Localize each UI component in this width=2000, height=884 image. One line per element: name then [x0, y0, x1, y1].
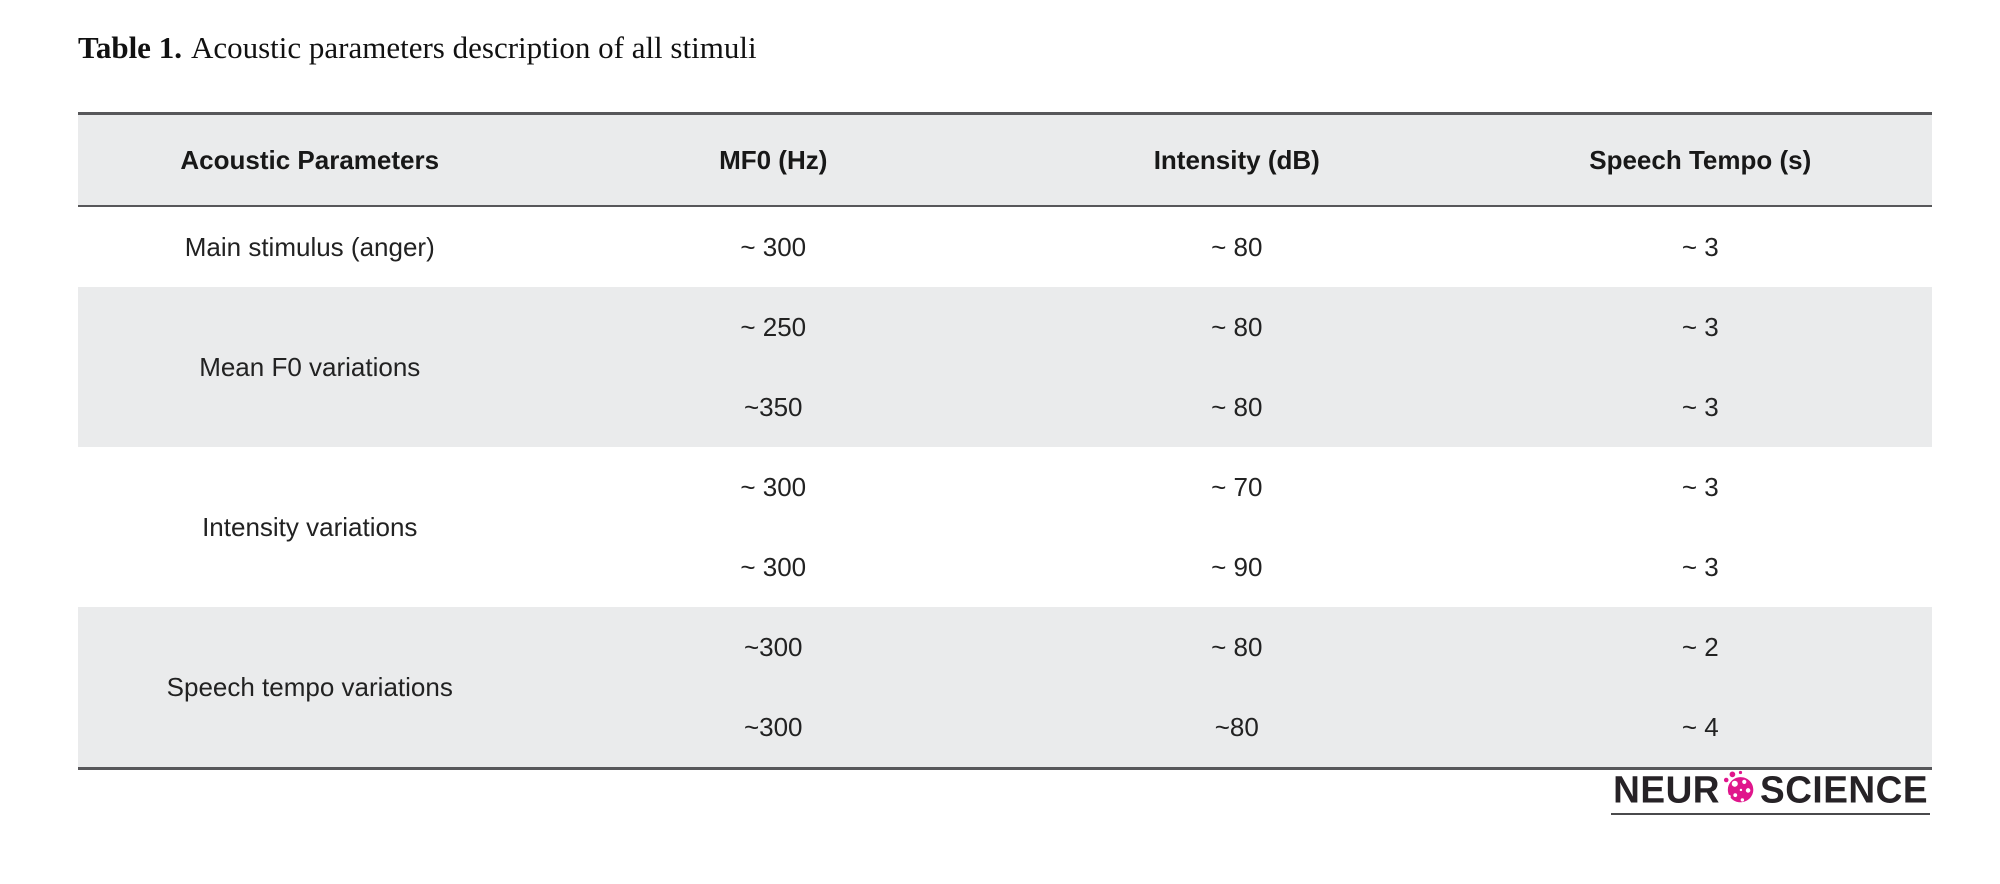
cell-intensity: ~80: [1005, 687, 1469, 769]
cell-intensity: ~ 90: [1211, 551, 1263, 582]
table-row: ~ 300 ~ 90 ~ 3: [78, 527, 1932, 607]
row-label-speech-tempo-variations: Speech tempo variations: [78, 607, 542, 769]
cell-mf0: ~ 250: [541, 287, 1005, 367]
cell-icon: [1721, 770, 1759, 808]
cell-intensity: ~ 80: [1005, 607, 1469, 687]
row-label-intensity-variations: Intensity variations: [202, 511, 418, 542]
cell-speech-tempo: ~ 4: [1468, 687, 1932, 769]
cell-intensity: ~ 80: [1005, 367, 1469, 447]
table-row: Mean F0 variations ~ 250 ~ 80 ~ 3: [78, 287, 1932, 447]
cell-intensity: ~ 80: [1211, 231, 1263, 262]
column-header-mf0: MF0 (Hz): [541, 113, 1005, 207]
table-row: Speech tempo variations ~300 ~ 80 ~ 2: [78, 607, 1932, 769]
cell-intensity: ~ 80: [1005, 287, 1469, 367]
table-caption-text: Acoustic parameters description of all s…: [190, 30, 757, 65]
cell-speech-tempo: ~ 3: [1468, 287, 1932, 367]
cell-mf0: ~300: [541, 607, 1005, 687]
column-header-acoustic-parameters: Acoustic Parameters: [78, 113, 542, 207]
table-caption-number: Table 1.: [78, 30, 182, 65]
table-row: ~350 ~ 80 ~ 3: [78, 367, 1932, 447]
table-row: Main stimulus (anger) ~ 300 ~ 80 ~ 3: [78, 206, 1932, 287]
cell-intensity: ~ 70: [1211, 471, 1263, 502]
cell-mf0: ~350: [541, 367, 1005, 447]
cell-speech-tempo: ~ 3: [1681, 231, 1719, 262]
column-header-speech-tempo: Speech Tempo (s): [1468, 113, 1932, 207]
row-label-mean-f0-variations: Mean F0 variations: [78, 287, 542, 447]
acoustic-parameters-table: Acoustic Parameters MF0 (Hz) Intensity (…: [78, 112, 1932, 770]
cell-speech-tempo: ~ 3: [1681, 551, 1719, 582]
table-row: ~300 ~80 ~ 4: [78, 687, 1932, 769]
cell-speech-tempo: ~ 2: [1468, 607, 1932, 687]
cell-mf0: ~300: [541, 687, 1005, 769]
cell-mf0: ~ 300: [740, 551, 807, 582]
logo-text-left: NEUR: [1613, 768, 1721, 810]
cell-speech-tempo: ~ 3: [1468, 367, 1932, 447]
logo-text-right: SCIENCE: [1760, 768, 1928, 810]
column-header-intensity: Intensity (dB): [1005, 113, 1469, 207]
table-header-row: Acoustic Parameters MF0 (Hz) Intensity (…: [78, 113, 1932, 207]
table-caption: Table 1. Acoustic parameters description …: [78, 30, 757, 66]
row-label-main-stimulus: Main stimulus (anger): [184, 231, 435, 262]
neuroscience-logo: NEUR: [1611, 770, 1930, 815]
cell-mf0: ~ 300: [740, 471, 807, 502]
cell-mf0: ~ 300: [740, 231, 807, 262]
table-row: Intensity variations ~ 300 ~ 70 ~ 3: [78, 447, 1932, 542]
cell-speech-tempo: ~ 3: [1681, 471, 1719, 502]
